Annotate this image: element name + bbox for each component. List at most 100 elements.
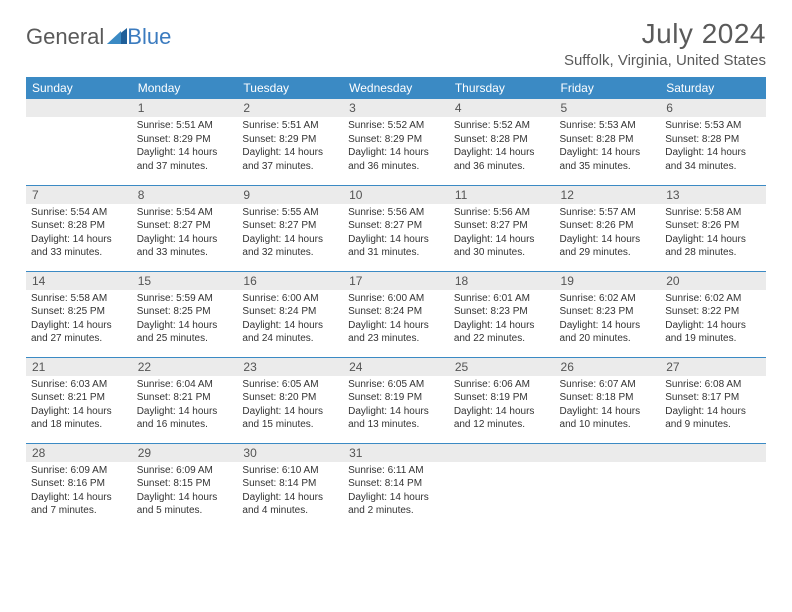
calendar-cell xyxy=(555,443,661,529)
cell-body: Sunrise: 6:03 AMSunset: 8:21 PMDaylight:… xyxy=(26,376,132,436)
calendar-cell: 26Sunrise: 6:07 AMSunset: 8:18 PMDayligh… xyxy=(555,357,661,443)
cell-body: Sunrise: 5:51 AMSunset: 8:29 PMDaylight:… xyxy=(237,117,343,177)
sunset-text: Sunset: 8:29 PM xyxy=(137,133,233,147)
calendar-cell xyxy=(660,443,766,529)
sunrise-text: Sunrise: 5:56 AM xyxy=(454,206,550,220)
calendar-cell: 22Sunrise: 6:04 AMSunset: 8:21 PMDayligh… xyxy=(132,357,238,443)
sunset-text: Sunset: 8:23 PM xyxy=(454,305,550,319)
sunset-text: Sunset: 8:19 PM xyxy=(348,391,444,405)
daylight-text: Daylight: 14 hours and 33 minutes. xyxy=(137,233,233,260)
cell-body: Sunrise: 5:52 AMSunset: 8:29 PMDaylight:… xyxy=(343,117,449,177)
calendar-cell: 13Sunrise: 5:58 AMSunset: 8:26 PMDayligh… xyxy=(660,185,766,271)
sunrise-text: Sunrise: 6:02 AM xyxy=(560,292,656,306)
day-number: 12 xyxy=(555,186,661,204)
cell-body: Sunrise: 6:06 AMSunset: 8:19 PMDaylight:… xyxy=(449,376,555,436)
sunrise-text: Sunrise: 5:58 AM xyxy=(31,292,127,306)
daylight-text: Daylight: 14 hours and 25 minutes. xyxy=(137,319,233,346)
day-number: 29 xyxy=(132,444,238,462)
daylight-text: Daylight: 14 hours and 20 minutes. xyxy=(560,319,656,346)
day-header: Sunday xyxy=(26,77,132,99)
calendar-cell: 17Sunrise: 6:00 AMSunset: 8:24 PMDayligh… xyxy=(343,271,449,357)
day-number xyxy=(660,444,766,462)
cell-body: Sunrise: 5:55 AMSunset: 8:27 PMDaylight:… xyxy=(237,204,343,264)
sunrise-text: Sunrise: 5:52 AM xyxy=(348,119,444,133)
calendar-week: 28Sunrise: 6:09 AMSunset: 8:16 PMDayligh… xyxy=(26,443,766,529)
calendar-cell: 7Sunrise: 5:54 AMSunset: 8:28 PMDaylight… xyxy=(26,185,132,271)
daylight-text: Daylight: 14 hours and 24 minutes. xyxy=(242,319,338,346)
calendar-cell: 29Sunrise: 6:09 AMSunset: 8:15 PMDayligh… xyxy=(132,443,238,529)
day-header: Monday xyxy=(132,77,238,99)
sunset-text: Sunset: 8:16 PM xyxy=(31,477,127,491)
calendar-cell: 4Sunrise: 5:52 AMSunset: 8:28 PMDaylight… xyxy=(449,99,555,185)
brand-part2: Blue xyxy=(127,24,171,50)
day-number: 5 xyxy=(555,99,661,117)
day-number xyxy=(26,99,132,117)
calendar-cell: 19Sunrise: 6:02 AMSunset: 8:23 PMDayligh… xyxy=(555,271,661,357)
day-number: 3 xyxy=(343,99,449,117)
calendar-cell: 30Sunrise: 6:10 AMSunset: 8:14 PMDayligh… xyxy=(237,443,343,529)
sunset-text: Sunset: 8:24 PM xyxy=(348,305,444,319)
sunset-text: Sunset: 8:27 PM xyxy=(137,219,233,233)
day-number: 17 xyxy=(343,272,449,290)
sunset-text: Sunset: 8:23 PM xyxy=(560,305,656,319)
sunset-text: Sunset: 8:14 PM xyxy=(348,477,444,491)
sunset-text: Sunset: 8:27 PM xyxy=(454,219,550,233)
cell-body: Sunrise: 6:09 AMSunset: 8:16 PMDaylight:… xyxy=(26,462,132,522)
sunrise-text: Sunrise: 6:08 AM xyxy=(665,378,761,392)
sunset-text: Sunset: 8:25 PM xyxy=(31,305,127,319)
sunrise-text: Sunrise: 5:59 AM xyxy=(137,292,233,306)
day-number: 21 xyxy=(26,358,132,376)
sunset-text: Sunset: 8:26 PM xyxy=(665,219,761,233)
daylight-text: Daylight: 14 hours and 2 minutes. xyxy=(348,491,444,518)
sunset-text: Sunset: 8:17 PM xyxy=(665,391,761,405)
calendar-cell: 18Sunrise: 6:01 AMSunset: 8:23 PMDayligh… xyxy=(449,271,555,357)
sunset-text: Sunset: 8:29 PM xyxy=(348,133,444,147)
cell-body: Sunrise: 5:53 AMSunset: 8:28 PMDaylight:… xyxy=(555,117,661,177)
daylight-text: Daylight: 14 hours and 16 minutes. xyxy=(137,405,233,432)
daylight-text: Daylight: 14 hours and 32 minutes. xyxy=(242,233,338,260)
sunrise-text: Sunrise: 5:55 AM xyxy=(242,206,338,220)
sunrise-text: Sunrise: 6:00 AM xyxy=(242,292,338,306)
calendar-cell: 10Sunrise: 5:56 AMSunset: 8:27 PMDayligh… xyxy=(343,185,449,271)
cell-body: Sunrise: 5:58 AMSunset: 8:25 PMDaylight:… xyxy=(26,290,132,350)
sunset-text: Sunset: 8:19 PM xyxy=(454,391,550,405)
cell-body: Sunrise: 6:02 AMSunset: 8:22 PMDaylight:… xyxy=(660,290,766,350)
day-header: Saturday xyxy=(660,77,766,99)
cell-body: Sunrise: 6:02 AMSunset: 8:23 PMDaylight:… xyxy=(555,290,661,350)
day-number: 9 xyxy=(237,186,343,204)
calendar-cell: 2Sunrise: 5:51 AMSunset: 8:29 PMDaylight… xyxy=(237,99,343,185)
sunrise-text: Sunrise: 5:56 AM xyxy=(348,206,444,220)
cell-body: Sunrise: 6:05 AMSunset: 8:19 PMDaylight:… xyxy=(343,376,449,436)
calendar-cell: 20Sunrise: 6:02 AMSunset: 8:22 PMDayligh… xyxy=(660,271,766,357)
calendar-head: SundayMondayTuesdayWednesdayThursdayFrid… xyxy=(26,77,766,99)
sunrise-text: Sunrise: 5:52 AM xyxy=(454,119,550,133)
day-number: 2 xyxy=(237,99,343,117)
day-header: Friday xyxy=(555,77,661,99)
cell-body: Sunrise: 5:56 AMSunset: 8:27 PMDaylight:… xyxy=(449,204,555,264)
sunset-text: Sunset: 8:28 PM xyxy=(665,133,761,147)
location-text: Suffolk, Virginia, United States xyxy=(564,52,766,69)
cell-body: Sunrise: 6:07 AMSunset: 8:18 PMDaylight:… xyxy=(555,376,661,436)
day-number: 4 xyxy=(449,99,555,117)
sunset-text: Sunset: 8:18 PM xyxy=(560,391,656,405)
calendar-cell: 5Sunrise: 5:53 AMSunset: 8:28 PMDaylight… xyxy=(555,99,661,185)
calendar-table: SundayMondayTuesdayWednesdayThursdayFrid… xyxy=(26,77,766,529)
daylight-text: Daylight: 14 hours and 4 minutes. xyxy=(242,491,338,518)
sunset-text: Sunset: 8:14 PM xyxy=(242,477,338,491)
day-header: Tuesday xyxy=(237,77,343,99)
day-number: 30 xyxy=(237,444,343,462)
calendar-cell: 3Sunrise: 5:52 AMSunset: 8:29 PMDaylight… xyxy=(343,99,449,185)
daylight-text: Daylight: 14 hours and 33 minutes. xyxy=(31,233,127,260)
sunrise-text: Sunrise: 5:58 AM xyxy=(665,206,761,220)
day-number: 14 xyxy=(26,272,132,290)
calendar-cell: 15Sunrise: 5:59 AMSunset: 8:25 PMDayligh… xyxy=(132,271,238,357)
sunrise-text: Sunrise: 6:05 AM xyxy=(348,378,444,392)
sunrise-text: Sunrise: 5:54 AM xyxy=(137,206,233,220)
cell-body: Sunrise: 5:54 AMSunset: 8:28 PMDaylight:… xyxy=(26,204,132,264)
sunrise-text: Sunrise: 6:03 AM xyxy=(31,378,127,392)
day-number: 31 xyxy=(343,444,449,462)
daylight-text: Daylight: 14 hours and 18 minutes. xyxy=(31,405,127,432)
day-number xyxy=(449,444,555,462)
calendar-cell: 8Sunrise: 5:54 AMSunset: 8:27 PMDaylight… xyxy=(132,185,238,271)
calendar-cell: 12Sunrise: 5:57 AMSunset: 8:26 PMDayligh… xyxy=(555,185,661,271)
